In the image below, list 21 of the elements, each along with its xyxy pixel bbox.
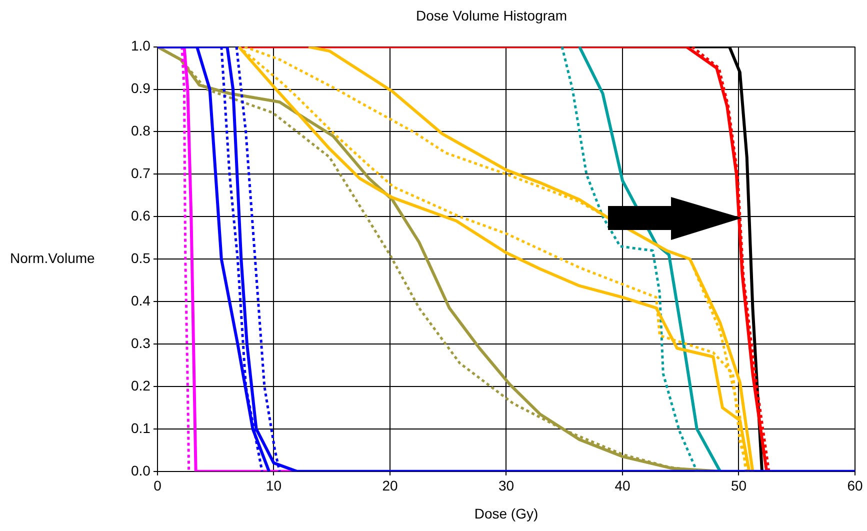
x-tick-label: 40	[614, 478, 630, 494]
x-tick-label: 10	[266, 478, 282, 494]
x-tick-label: 20	[382, 478, 398, 494]
y-tick-label: 0.8	[130, 122, 151, 139]
y-tick-label: 0.3	[130, 334, 151, 351]
y-tick-label: 0.9	[130, 80, 151, 96]
x-tick-label: 50	[730, 478, 747, 494]
y-tick-label: 0.5	[130, 250, 151, 266]
x-tick-label: 0	[154, 478, 162, 494]
y-tick-label: 1.0	[130, 38, 151, 54]
x-tick-label: 60	[847, 478, 863, 494]
x-axis-title: Dose (Gy)	[474, 505, 538, 522]
y-tick-label: 0.0	[130, 462, 151, 478]
chart-title: Dose Volume Histogram	[416, 7, 567, 24]
y-tick-label: 0.4	[130, 292, 151, 308]
y-tick-label: 0.6	[130, 208, 151, 224]
y-tick-label: 0.1	[130, 420, 151, 436]
y-axis-title: Norm.Volume	[10, 250, 96, 266]
y-tick-label: 0.2	[130, 377, 151, 394]
y-tick-label: 0.7	[130, 165, 151, 182]
x-tick-label: 30	[498, 478, 514, 494]
